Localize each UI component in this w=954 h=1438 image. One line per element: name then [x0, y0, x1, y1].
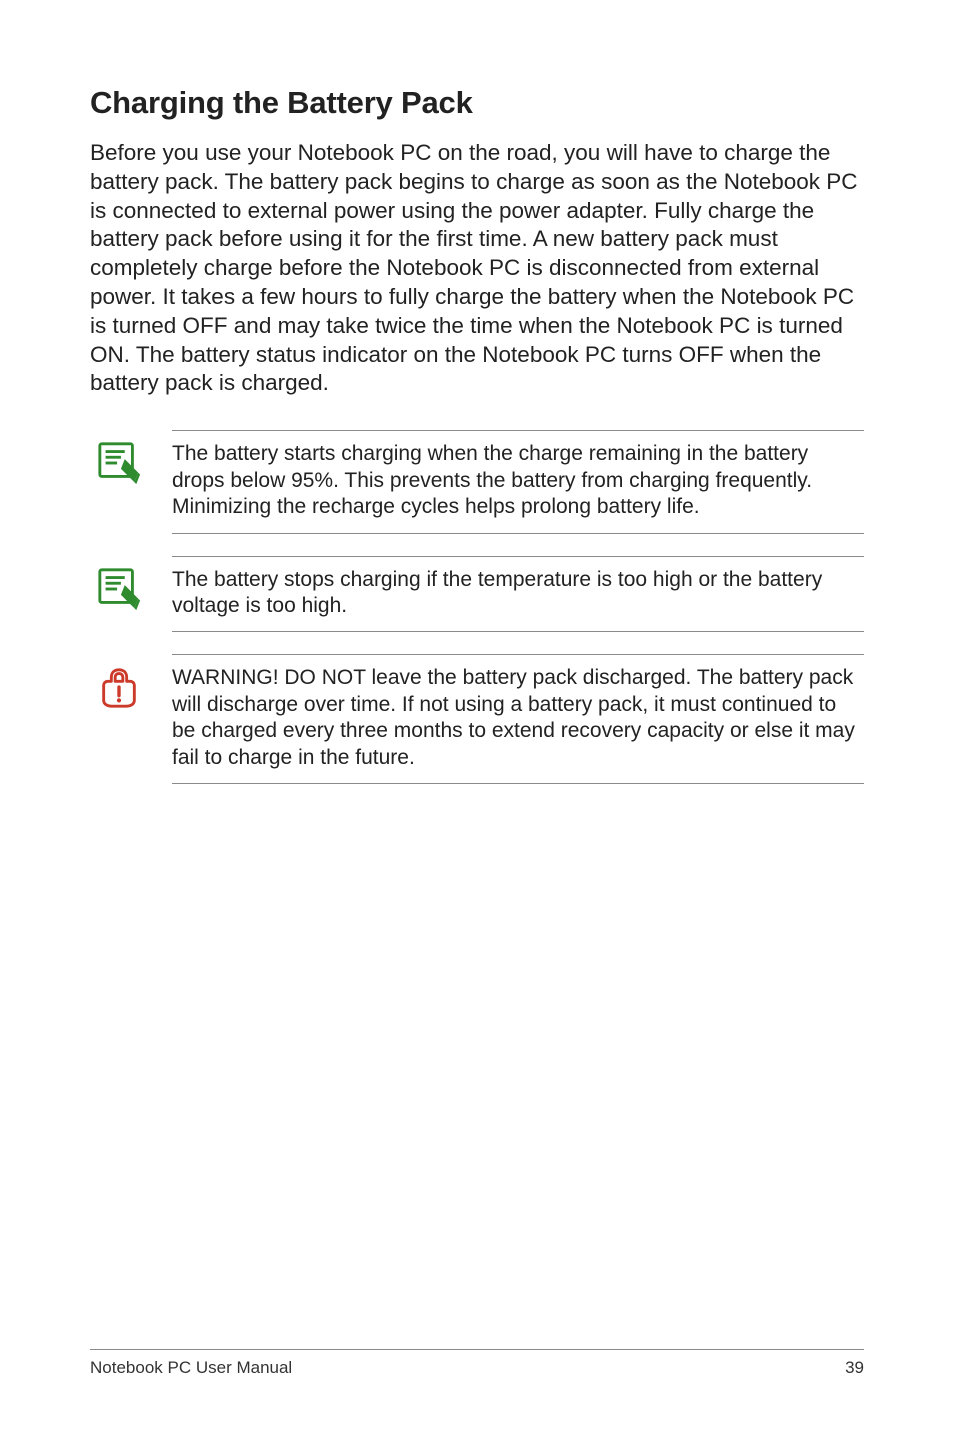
- warning-icon: [96, 654, 146, 710]
- footer-page-number: 39: [845, 1358, 864, 1378]
- callout-text: WARNING! DO NOT leave the battery pack d…: [172, 654, 864, 784]
- callout-note-2: The battery stops charging if the temper…: [90, 556, 864, 633]
- callout-note-1: The battery starts charging when the cha…: [90, 430, 864, 533]
- page: Charging the Battery Pack Before you use…: [0, 0, 954, 1438]
- callout-text: The battery starts charging when the cha…: [172, 430, 864, 533]
- note-icon: [96, 430, 146, 486]
- callout-text: The battery stops charging if the temper…: [172, 556, 864, 633]
- callout-group: The battery starts charging when the cha…: [90, 430, 864, 784]
- callout-warning: WARNING! DO NOT leave the battery pack d…: [90, 654, 864, 784]
- body-paragraph: Before you use your Notebook PC on the r…: [90, 139, 864, 398]
- page-footer: Notebook PC User Manual 39: [90, 1349, 864, 1378]
- footer-left: Notebook PC User Manual: [90, 1358, 292, 1378]
- note-icon: [96, 556, 146, 612]
- section-heading: Charging the Battery Pack: [90, 85, 864, 121]
